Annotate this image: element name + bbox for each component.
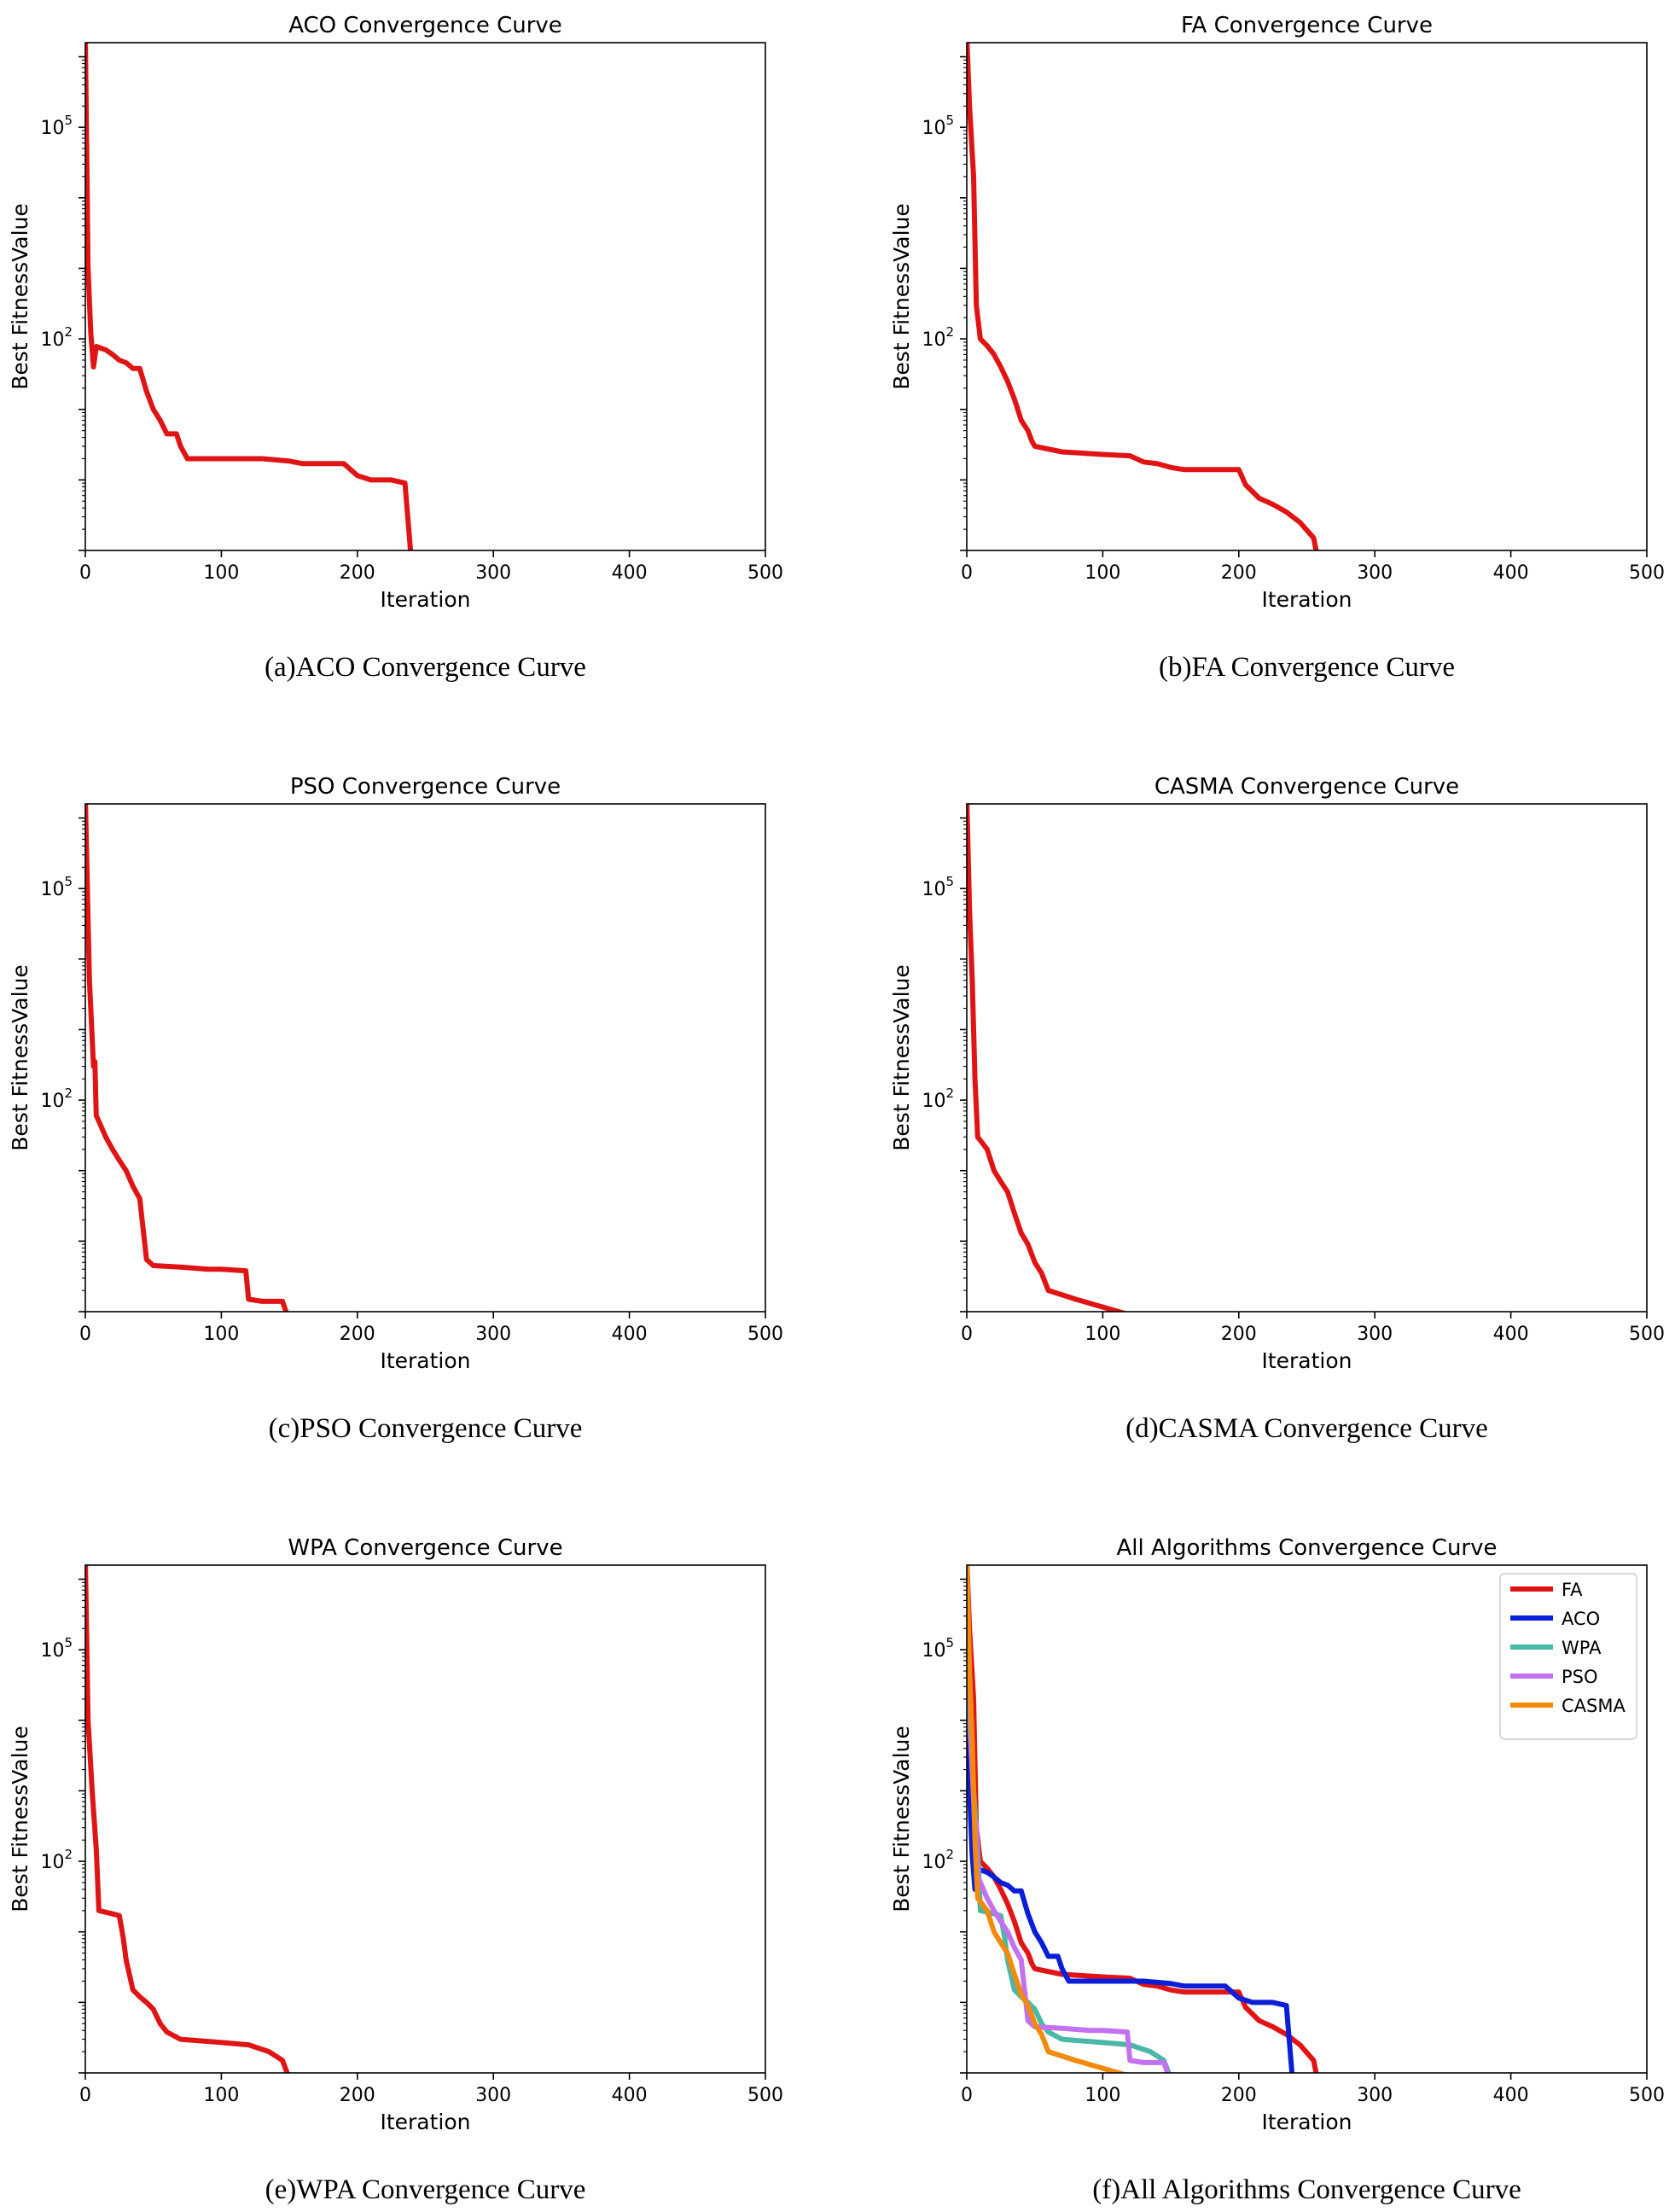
y-tick-label: 102 — [40, 1086, 73, 1112]
y-axis-label: Best FitnessValue — [8, 1726, 32, 1912]
legend: FA ACO WPA PSO CASMA — [1499, 1573, 1637, 1740]
x-tick-label: 400 — [612, 2085, 648, 2106]
legend-label: CASMA — [1562, 1696, 1626, 1716]
chart-title: PSO Convergence Curve — [290, 774, 561, 800]
x-tick-label: 500 — [1629, 562, 1665, 584]
chart-panel: ACO Convergence Curve 0 100 200 300 400 500 105… — [8, 13, 783, 683]
x-tick-label: 100 — [203, 1324, 239, 1345]
legend-box — [1499, 1573, 1637, 1740]
x-tick-label: 400 — [1493, 1324, 1529, 1345]
figure-caption: (b)FA Convergence Curve — [1159, 652, 1455, 683]
x-tick-label: 200 — [1221, 562, 1257, 584]
x-tick-label: 100 — [1085, 1324, 1120, 1345]
legend-label: WPA — [1562, 1638, 1602, 1658]
figure-caption: (f)All Algorithms Convergence Curve — [1092, 2174, 1521, 2205]
y-tick-label: 105 — [40, 1635, 73, 1662]
x-axis-label: Iteration — [380, 2110, 470, 2134]
y-tick-label: 105 — [922, 1635, 954, 1662]
y-axis-label: Best FitnessValue — [889, 203, 914, 390]
x-tick-label: 300 — [475, 562, 511, 584]
chart-title: CASMA Convergence Curve — [1154, 774, 1459, 800]
x-tick-label: 200 — [340, 562, 375, 584]
x-tick-label: 0 — [961, 2085, 973, 2106]
figure-caption: (d)CASMA Convergence Curve — [1125, 1413, 1488, 1444]
x-tick-label: 100 — [1085, 2085, 1120, 2106]
x-tick-label: 100 — [1085, 562, 1120, 584]
series-line-main — [967, 43, 1319, 550]
x-axis-label: Iteration — [1261, 587, 1352, 612]
x-tick-label: 300 — [1357, 1324, 1393, 1345]
x-tick-label: 0 — [961, 1324, 973, 1345]
y-axis-label: Best FitnessValue — [889, 1726, 914, 1912]
x-tick-label: 500 — [747, 562, 783, 584]
y-tick-label: 105 — [40, 113, 73, 139]
y-tick-label: 102 — [922, 1086, 954, 1112]
chart-panel: CASMA Convergence Curve 0 100 200 300 400 500 1… — [889, 774, 1665, 1444]
x-tick-label: 400 — [612, 562, 648, 584]
chart-panel: All Algorithms Convergence Curve 0 100 200 3… — [889, 1535, 1665, 2205]
legend-label: ACO — [1562, 1609, 1600, 1629]
x-axis-label: Iteration — [380, 1348, 470, 1373]
x-tick-label: 500 — [1629, 2085, 1665, 2106]
x-axis-label: Iteration — [1261, 2110, 1352, 2134]
x-tick-label: 200 — [340, 1324, 375, 1345]
y-axis-label: Best FitnessValue — [8, 964, 32, 1151]
x-tick-label: 500 — [1629, 1324, 1665, 1345]
series-line-main — [85, 1565, 290, 2073]
x-tick-label: 400 — [1493, 562, 1529, 584]
legend-label: PSO — [1562, 1667, 1598, 1687]
y-tick-label: 105 — [40, 874, 73, 900]
chart-panel: WPA Convergence Curve 0 100 200 300 400 500 105… — [8, 1535, 783, 2205]
series-line-main — [967, 804, 1128, 1312]
series-line-aco — [967, 1565, 1295, 2073]
series-line-main — [85, 804, 289, 1312]
y-axis-label: Best FitnessValue — [8, 203, 32, 390]
chart-panel: PSO Convergence Curve 0 100 200 300 400 500 105… — [8, 774, 783, 1444]
x-tick-label: 500 — [747, 2085, 783, 2106]
y-tick-label: 102 — [922, 1847, 954, 1873]
x-tick-label: 100 — [203, 2085, 239, 2106]
plot-frame — [966, 42, 1648, 551]
x-tick-label: 300 — [475, 2085, 511, 2106]
plot-frame — [84, 803, 766, 1313]
figure-caption: (c)PSO Convergence Curve — [269, 1413, 583, 1444]
figure-caption: (a)ACO Convergence Curve — [265, 652, 586, 683]
y-tick-label: 105 — [922, 874, 954, 900]
x-tick-label: 200 — [1221, 2085, 1257, 2106]
chart-title: WPA Convergence Curve — [288, 1535, 562, 1561]
figure-caption: (e)WPA Convergence Curve — [265, 2174, 586, 2205]
x-tick-label: 200 — [340, 2085, 375, 2106]
plot-frame — [84, 1564, 766, 2074]
series-line-casma — [967, 1565, 1128, 2073]
plot-frame — [966, 803, 1648, 1313]
chart-title: FA Convergence Curve — [1181, 13, 1433, 38]
x-tick-label: 200 — [1221, 1324, 1257, 1345]
legend-label: FA — [1562, 1580, 1583, 1600]
y-axis-label: Best FitnessValue — [889, 964, 914, 1151]
x-tick-label: 0 — [79, 562, 91, 584]
y-tick-label: 102 — [922, 324, 954, 351]
x-tick-label: 300 — [1357, 562, 1393, 584]
series-line-pso — [967, 1565, 1171, 2073]
x-tick-label: 300 — [1357, 2085, 1393, 2106]
x-axis-label: Iteration — [380, 587, 470, 612]
x-tick-label: 0 — [79, 2085, 91, 2106]
series-line-main — [85, 43, 414, 550]
x-tick-label: 500 — [747, 1324, 783, 1345]
chart-title: ACO Convergence Curve — [288, 13, 562, 38]
plot-frame — [84, 42, 766, 551]
chart-panel: FA Convergence Curve 0 100 200 300 400 500 105 1… — [889, 13, 1665, 683]
x-tick-label: 0 — [79, 1324, 91, 1345]
y-tick-label: 102 — [40, 1847, 73, 1873]
x-tick-label: 0 — [961, 562, 973, 584]
x-tick-label: 400 — [612, 1324, 648, 1345]
x-tick-label: 300 — [475, 1324, 511, 1345]
x-tick-label: 100 — [203, 562, 239, 584]
y-tick-label: 105 — [922, 113, 954, 139]
x-axis-label: Iteration — [1261, 1348, 1352, 1373]
x-tick-label: 400 — [1493, 2085, 1529, 2106]
y-tick-label: 102 — [40, 324, 73, 351]
chart-title: All Algorithms Convergence Curve — [1116, 1535, 1497, 1561]
